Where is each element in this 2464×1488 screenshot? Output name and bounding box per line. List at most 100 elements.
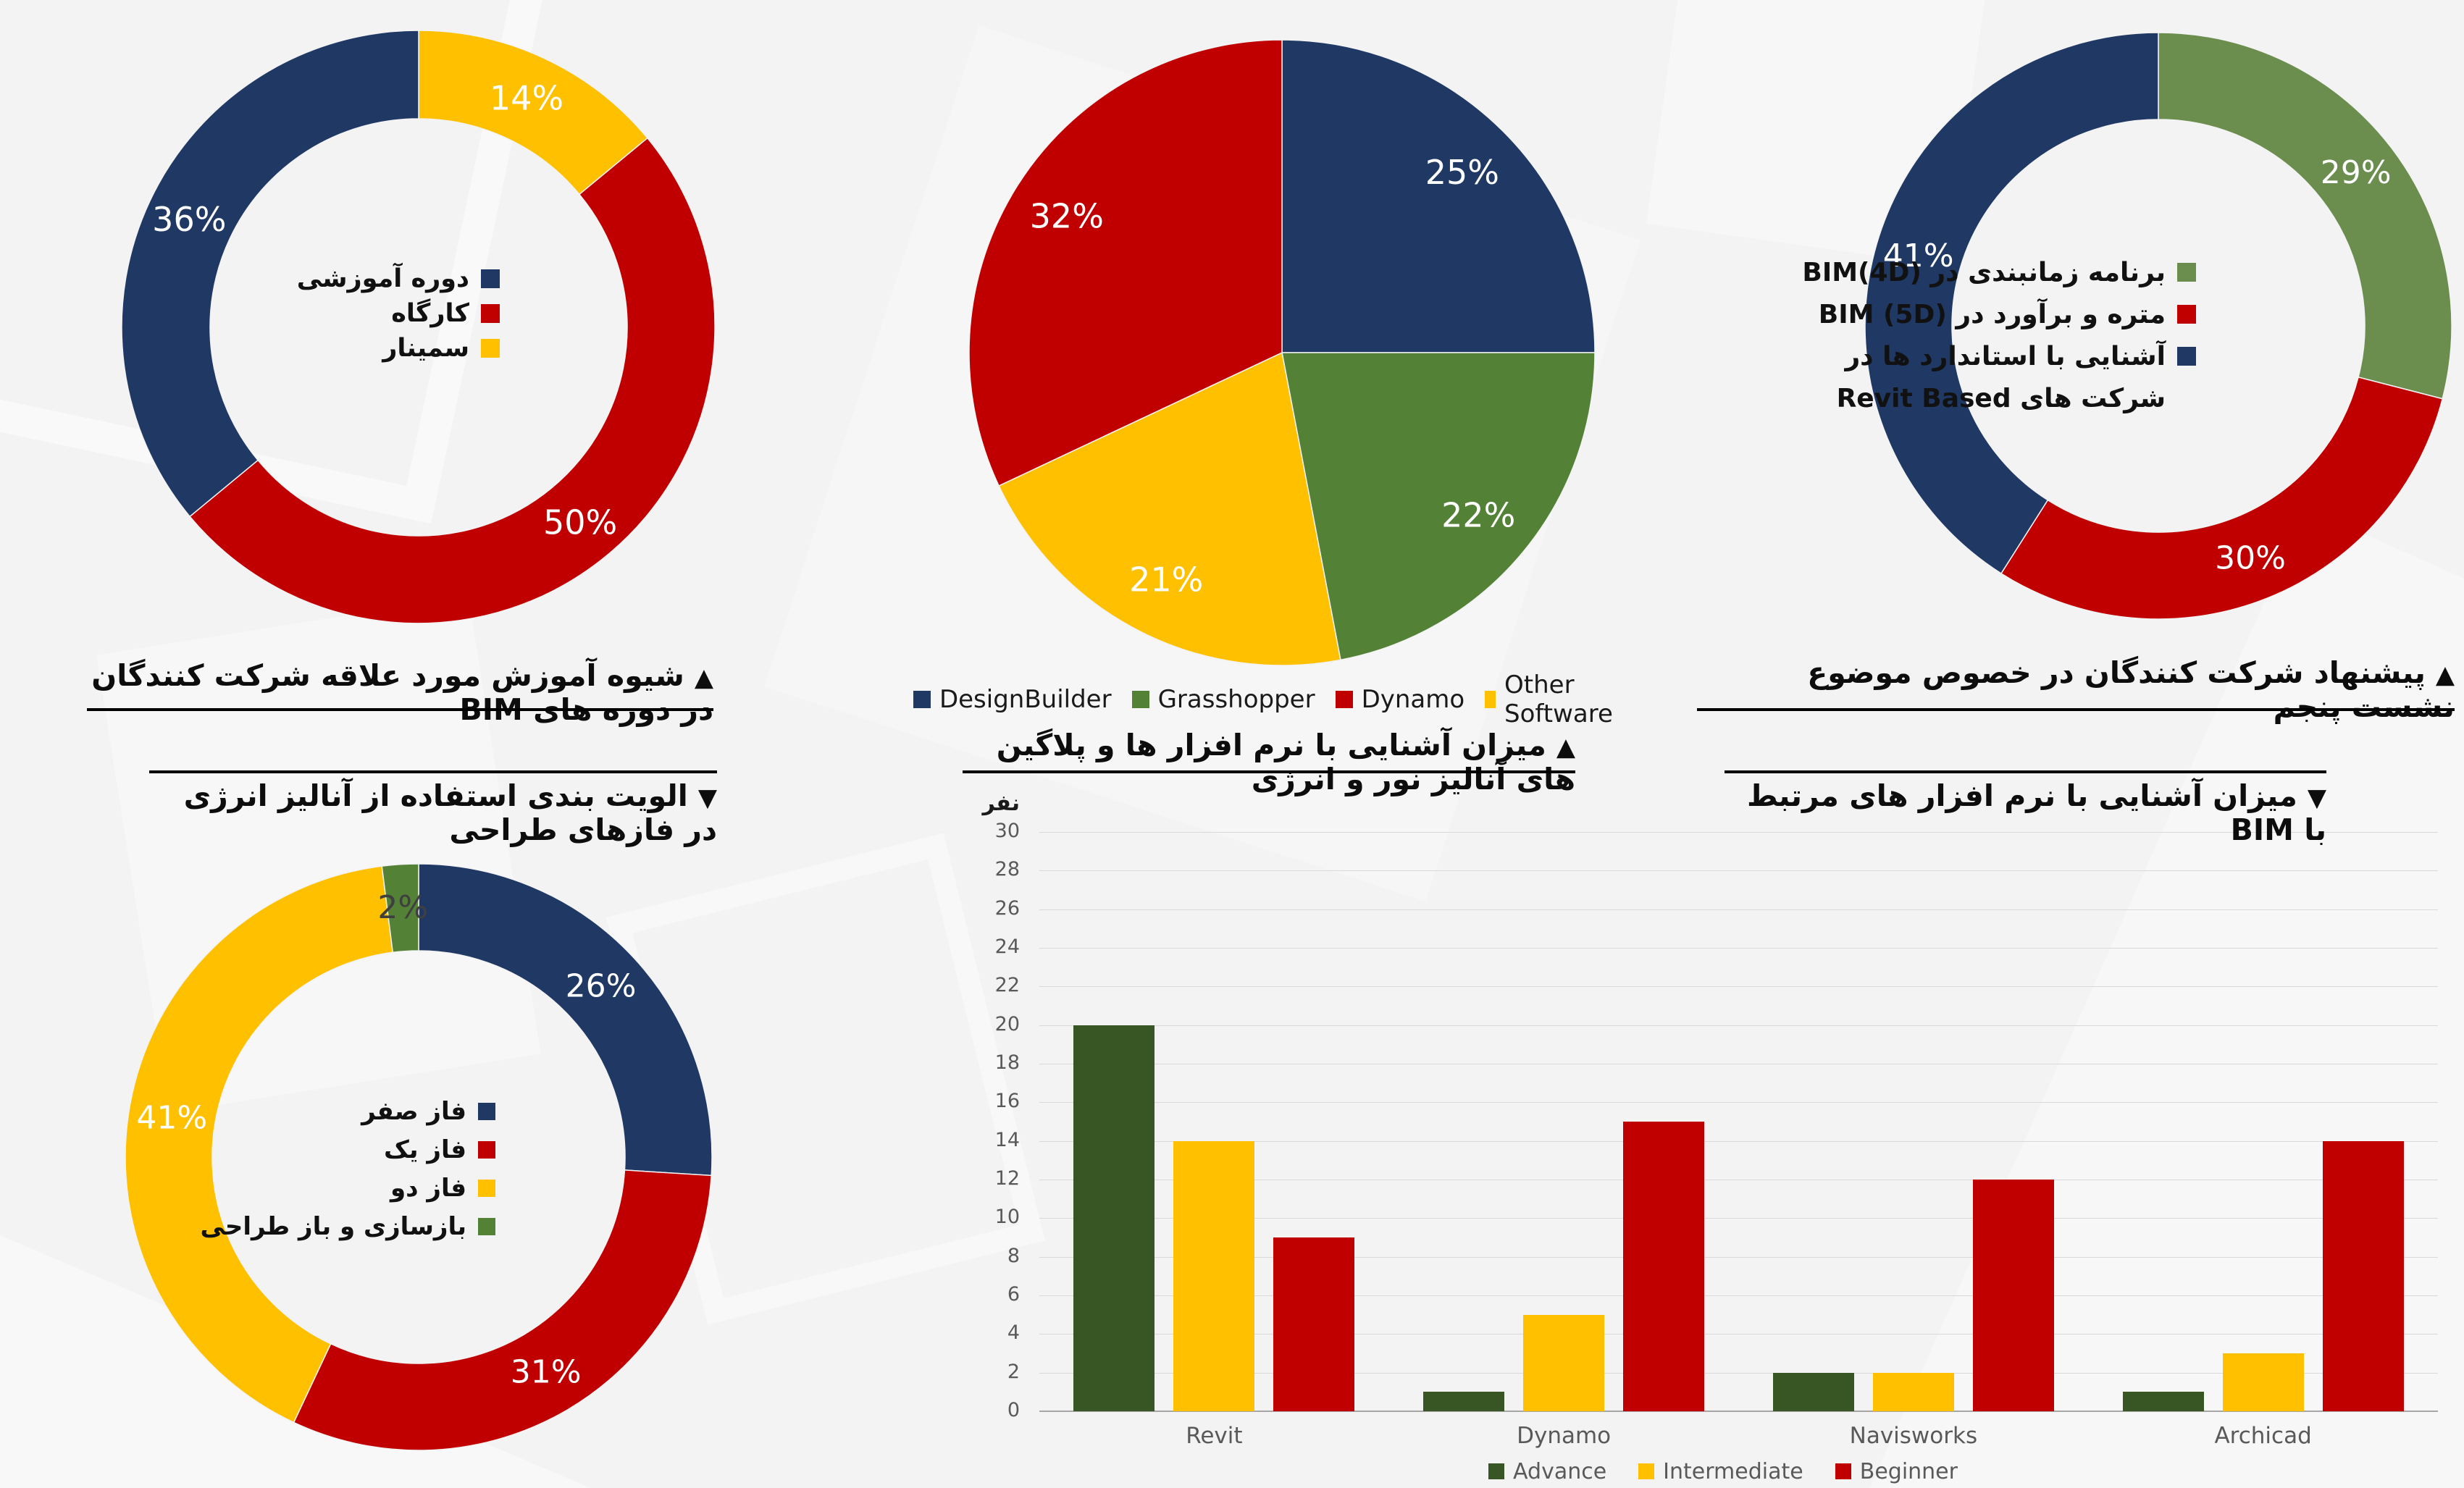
pie-slice [968,39,1283,487]
y-axis-tick-label: 30 [994,820,1020,842]
legend-item: دوره آموزشی [188,261,500,296]
y-axis-tick-label: 20 [994,1012,1020,1035]
legend-swatch-icon [478,1102,495,1120]
bar-dynamo-beginner [1623,1122,1705,1411]
x-axis-line [1039,1411,2438,1412]
donut-slice [121,30,419,518]
slice-percentage-label: 31% [511,1353,582,1390]
donut-slice [189,137,716,624]
bar-navisworks-intermediate [1872,1372,1954,1411]
y-axis-tick-label: 28 [994,858,1020,881]
bar-revit-beginner [1273,1237,1355,1411]
donut-chart-energy-phases: 26% 31% 41% 2% [125,863,713,1451]
legend-swatch-icon [1131,691,1149,708]
legend-label: Dynamo [1361,685,1465,714]
gridline [1039,1256,2438,1258]
legend-label: آشنایی با استاندارد ها در [1845,341,2166,371]
legend-swatch-icon [2177,263,2196,282]
y-axis-tick-label: 12 [994,1167,1020,1190]
legend-swatch-icon [1488,1463,1505,1479]
legend-label: کارگاه [391,299,469,328]
donut-slice [2000,376,2444,620]
triangle-down-icon: ▼ [2307,783,2326,812]
slice-percentage-label: 14% [490,78,563,117]
chart-title-session-topic: ▲پیشنهاد شرکت کنندگان در خصوص موضوع نشست… [1807,655,2455,725]
bar-revit-advance [1073,1025,1155,1411]
legend-item: بازسازی و باز طراحی [167,1207,495,1245]
legend-item: برنامه زمانبندی در (4D)BIM [1724,251,2196,293]
y-axis-tick-label: 0 [1007,1399,1020,1421]
donut-slice [293,1169,712,1451]
legend-item: فاز یک [167,1130,495,1169]
title-rule [1697,708,2455,711]
y-axis-tick-label: 8 [1007,1244,1020,1267]
slice-percentage-label: 21% [1129,560,1203,600]
legend-label: فاز صفر [361,1096,466,1126]
legend-label: شرکت های Revit Based [1836,383,2166,413]
legend-swatch-icon [1835,1463,1851,1479]
legend-label: برنامه زمانبندی در (4D)BIM [1802,257,2166,287]
slice-percentage-label: 32% [1030,196,1104,235]
x-axis-category-label: Revit [1186,1423,1243,1449]
pie-slice [1281,352,1596,661]
legend-swatch-icon [2177,305,2196,324]
pie-slice [998,351,1341,666]
legend-item: Grasshopper [1131,685,1315,714]
legend-swatch-icon [481,339,500,358]
bar-archicad-intermediate [2222,1353,2304,1411]
gridline [1039,1372,2438,1374]
legend-energy-phases: فاز صفر فاز یک فاز دو بازسازی و باز طراحی [167,1092,495,1245]
legend-label: DesignBuilder [939,685,1112,714]
chart-title-software-plugins: ▲میزان آشنایی با نرم افزار ها و پلاگین ه… [996,728,1575,797]
triangle-up-icon: ▲ [1556,733,1575,762]
title-rule [1725,770,2326,773]
gridline [1039,909,2438,910]
legend-item: DesignBuilder [913,685,1112,714]
x-axis-category-label: Dynamo [1517,1423,1612,1449]
donut-chart-training-method: 14% 50% 36% [121,30,716,624]
gridline [1039,1102,2438,1104]
y-axis-tick-label: 18 [994,1051,1020,1074]
legend-swatch-icon [1638,1463,1655,1479]
slice-percentage-label: 50% [543,503,617,542]
triangle-up-icon: ▲ [2435,660,2455,689]
legend-swatch-icon [478,1140,495,1159]
legend-swatch-icon [481,304,500,323]
legend-label: Other Software [1504,671,1613,728]
legend-item: شرکت های Revit Based [1724,377,2196,419]
y-axis-tick-label: 2 [1007,1360,1020,1383]
legend-label: Grasshopper [1157,685,1315,714]
pie-slice [1281,39,1596,353]
legend-bar-chart: Advance Intermediate Beginner [1470,1457,1977,1486]
y-axis-tick-label: 26 [994,896,1020,920]
legend-label: فاز یک [383,1135,466,1164]
donut-slice [125,865,394,1424]
legend-label: دوره آموزشی [296,264,469,293]
legend-item: متره و برآورد در (5D) BIM [1724,293,2196,335]
slice-percentage-label: 29% [2321,154,2392,191]
slice-percentage-label: 25% [1425,153,1499,192]
pie-chart-software-plugins: 25% 22% 21% 32% [968,39,1596,666]
legend-swatch-icon [478,1217,495,1235]
gridline [1039,870,2438,872]
title-rule [87,708,713,711]
legend-item: Dynamo [1335,685,1465,714]
triangle-up-icon: ▲ [694,663,713,692]
legend-item: سمینار [188,331,500,366]
legend-training-method: دوره آموزشی کارگاه سمینار [188,261,500,366]
y-axis-tick-label: 10 [994,1206,1020,1229]
y-axis-tick-label: 22 [994,974,1020,997]
legend-swatch-icon [1335,691,1353,708]
gridline [1039,986,2438,988]
gridline [1039,948,2438,949]
legend-item: فاز دو [167,1169,495,1207]
legend-item: Intermediate [1638,1459,1803,1484]
slice-percentage-label: 41% [1883,238,1954,274]
slice-percentage-label: 41% [136,1100,207,1137]
legend-item: Other Software [1485,671,1619,728]
legend-label: Advance [1513,1458,1607,1484]
bar-revit-intermediate [1173,1140,1255,1411]
legend-label: Intermediate [1663,1458,1803,1484]
bar-dynamo-intermediate [1523,1314,1605,1411]
